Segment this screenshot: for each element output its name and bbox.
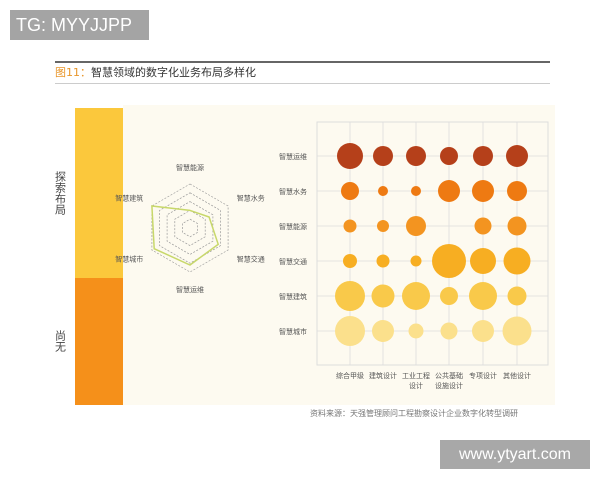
column-label: 公共基础 bbox=[435, 371, 463, 380]
legend-label-none: 尚无 bbox=[54, 329, 67, 353]
bubble bbox=[343, 254, 357, 268]
bubble bbox=[506, 145, 528, 167]
radar-axis-label: 智慧运维 bbox=[176, 285, 204, 294]
figure-title-text: 智慧领域的数字化业务布局多样化 bbox=[91, 66, 256, 79]
radar-ring bbox=[159, 192, 221, 264]
row-label: 智慧能源 bbox=[279, 222, 307, 231]
bubble bbox=[470, 248, 496, 274]
bubble bbox=[438, 180, 460, 202]
bubble bbox=[337, 143, 363, 169]
bubble bbox=[503, 247, 531, 275]
bubble bbox=[377, 220, 389, 232]
bubble bbox=[378, 186, 388, 196]
radar-axis-label: 智慧城市 bbox=[115, 255, 143, 264]
bubble bbox=[408, 323, 424, 339]
bubble bbox=[440, 287, 458, 305]
bubble bbox=[406, 146, 426, 166]
bubble bbox=[341, 182, 359, 200]
watermark-bottom: www.ytyart.com bbox=[440, 440, 590, 469]
column-label: 其他设计 bbox=[503, 371, 531, 380]
bubble bbox=[507, 286, 527, 306]
bubble bbox=[507, 181, 527, 201]
bubble bbox=[440, 147, 458, 165]
row-label: 智慧运维 bbox=[279, 152, 307, 161]
bubble bbox=[411, 186, 421, 196]
row-label: 智慧建筑 bbox=[279, 292, 307, 301]
column-label: 专项设计 bbox=[469, 371, 497, 380]
bubble bbox=[474, 217, 492, 235]
bubble bbox=[343, 219, 357, 233]
bubble-grid-frame bbox=[316, 121, 549, 366]
radar-ring bbox=[151, 183, 229, 273]
figure-title: 图11：智慧领域的数字化业务布局多样化 bbox=[55, 61, 550, 84]
radar-ring bbox=[182, 218, 198, 238]
bubble bbox=[473, 146, 493, 166]
row-label: 智慧交通 bbox=[279, 257, 307, 266]
radar-ring bbox=[166, 201, 214, 255]
watermark-top: TG: MYYJJPP bbox=[10, 10, 149, 40]
bubble bbox=[335, 281, 365, 311]
column-label: 综合甲级 bbox=[336, 371, 364, 380]
radar-series bbox=[151, 205, 220, 266]
bubble bbox=[472, 320, 494, 342]
row-label: 智慧城市 bbox=[279, 327, 307, 336]
legend-bar-explore bbox=[75, 108, 123, 278]
bubble bbox=[335, 316, 365, 346]
bubble bbox=[502, 316, 532, 346]
bubble bbox=[402, 282, 430, 310]
radar-axis-label: 智慧水务 bbox=[237, 194, 265, 203]
column-label: 设计 bbox=[409, 381, 423, 390]
bubble bbox=[372, 320, 394, 342]
radar-axis-label: 智慧能源 bbox=[176, 163, 204, 172]
bubble bbox=[410, 255, 422, 267]
legend-label-explore: 探索布局 bbox=[54, 171, 67, 216]
figure-number: 图11： bbox=[55, 66, 91, 79]
column-label: 建筑设计 bbox=[369, 371, 397, 380]
bubble bbox=[469, 282, 497, 310]
bubble bbox=[472, 180, 494, 202]
bubble bbox=[371, 284, 395, 308]
bubble bbox=[373, 146, 393, 166]
bubble bbox=[376, 254, 390, 268]
bubble bbox=[432, 244, 466, 278]
radar-ring bbox=[174, 209, 206, 247]
bubble bbox=[440, 322, 458, 340]
radar-axis-label: 智慧建筑 bbox=[115, 194, 143, 203]
column-label: 设施设计 bbox=[435, 381, 463, 390]
bubble bbox=[507, 216, 527, 236]
row-label: 智慧水务 bbox=[279, 187, 307, 196]
radar-axis-label: 智慧交通 bbox=[237, 255, 265, 264]
source-note: 资料来源：天强管理顾问工程勘察设计企业数字化转型调研 bbox=[310, 409, 518, 418]
column-label: 工业工程 bbox=[402, 371, 430, 380]
bubble bbox=[406, 216, 426, 236]
legend-bar-none bbox=[75, 278, 123, 405]
